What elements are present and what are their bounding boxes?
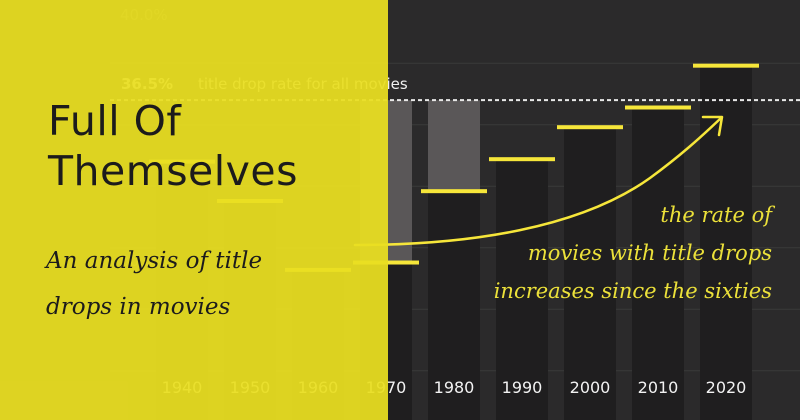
bar-2020 <box>700 65 752 420</box>
x-tick-label: 1980 <box>434 378 475 397</box>
rate-marker-2000 <box>557 125 623 130</box>
bar-1980 <box>428 191 480 420</box>
annotation-arrow <box>353 116 723 247</box>
x-tick-label: 2000 <box>570 378 611 397</box>
rate-marker-2020 <box>693 63 759 68</box>
bar-gap-1980 <box>428 100 480 192</box>
x-tick-label: 2010 <box>638 378 679 397</box>
annotation-arrow-group <box>353 115 724 247</box>
page-subtitle: An analysis of title drops in movies <box>46 238 376 330</box>
annotation-arrowhead <box>701 115 724 137</box>
bar-2000 <box>564 127 616 420</box>
page-title-line-1: Full Of <box>48 97 182 145</box>
page-subtitle-line-1: An analysis of title <box>46 248 263 274</box>
trend-annotation-line-1: the rate of <box>660 203 772 227</box>
x-tick-label: 1990 <box>502 378 543 397</box>
trend-annotation: the rate of movies with title drops incr… <box>432 196 772 310</box>
trend-annotation-line-3: increases since the sixties <box>493 279 772 303</box>
rate-marker-1990 <box>489 157 555 162</box>
rate-marker-2010 <box>625 105 691 110</box>
x-tick-label: 2020 <box>706 378 747 397</box>
page-subtitle-line-2: drops in movies <box>46 294 231 320</box>
page-title: Full Of Themselves <box>48 96 298 196</box>
page-title-line-2: Themselves <box>48 147 299 195</box>
rate-marker-1980 <box>421 189 487 194</box>
title-overlay <box>0 0 388 420</box>
bar-1990 <box>496 159 548 420</box>
trend-annotation-line-2: movies with title drops <box>527 241 772 265</box>
